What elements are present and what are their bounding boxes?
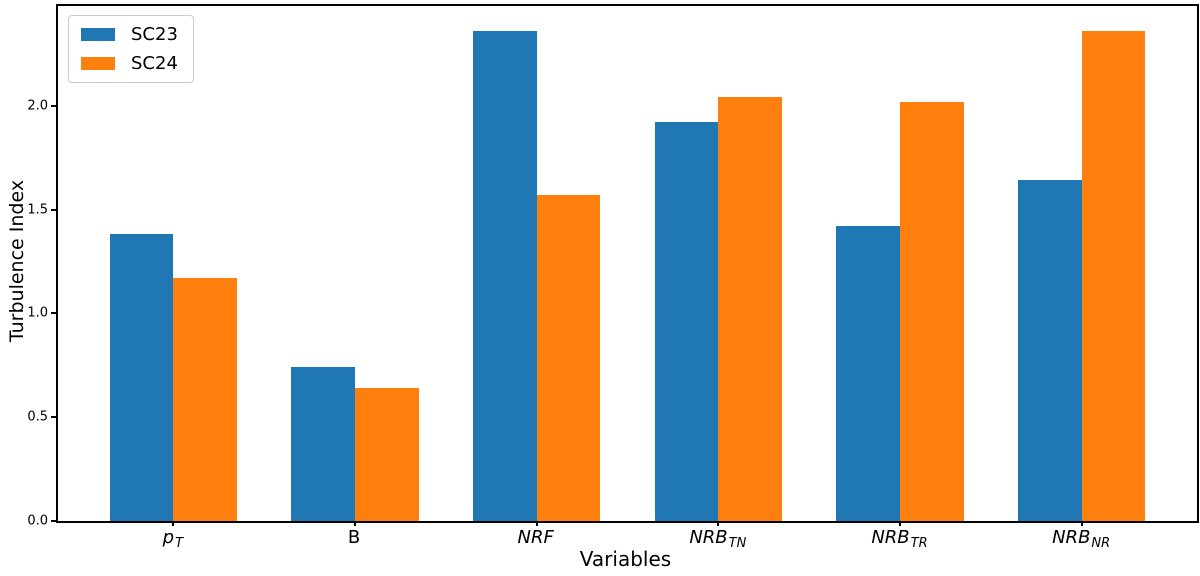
bar-sc24-group0 [173,278,237,521]
bar-sc23-group5 [1018,180,1082,521]
x-tick-label: NRBTN [689,527,747,551]
x-tick-label: NRBNR [1052,527,1111,551]
bar-sc24-group4 [899,101,964,521]
bar-sc24-group1 [355,388,419,521]
y-tick-label: 1.5 [27,202,48,217]
bar-sc23-group4 [836,226,900,521]
y-tick-mark [51,520,56,522]
y-tick-label: 1.0 [27,305,48,321]
x-tick-label: NRF [517,527,554,548]
legend-swatch-sc23 [81,28,115,41]
x-tick-mark [354,521,356,526]
y-tick-label: 2.0 [27,98,48,114]
y-tick-label: 0.0 [27,513,48,529]
x-tick-label: pT [162,527,184,551]
x-axis-title: Variables [579,547,672,571]
x-tick-mark [535,521,538,526]
bar-sc23-group1 [291,367,355,521]
legend: SC23 SC24 [68,15,194,83]
legend-label-sc24: SC24 [131,53,178,74]
plot-area: SC23 SC24 [56,4,1199,523]
bar-sc23-group0 [109,234,174,521]
bar-sc23-group3 [654,122,719,521]
x-tick-mark [717,521,720,526]
legend-item-sc23: SC23 [81,24,178,45]
legend-item-sc24: SC24 [81,53,178,74]
y-tick-mark [51,416,56,419]
legend-swatch-sc24 [81,57,115,70]
bar-sc24-group3 [718,97,782,521]
x-tick-mark [1080,521,1083,526]
x-tick-label: NRBTR [871,527,928,551]
bar-sc24-group5 [1081,30,1146,521]
y-tick-mark [51,208,56,211]
legend-label-sc23: SC23 [131,24,178,45]
x-tick-mark [898,521,901,526]
bar-sc24-group2 [536,194,601,521]
x-tick-label: B [347,527,361,548]
y-tick-label: 0.5 [27,409,48,425]
y-tick-mark [51,104,56,107]
y-tick-mark [51,312,56,315]
x-tick-mark [172,521,175,526]
bar-sc23-group2 [473,30,537,521]
